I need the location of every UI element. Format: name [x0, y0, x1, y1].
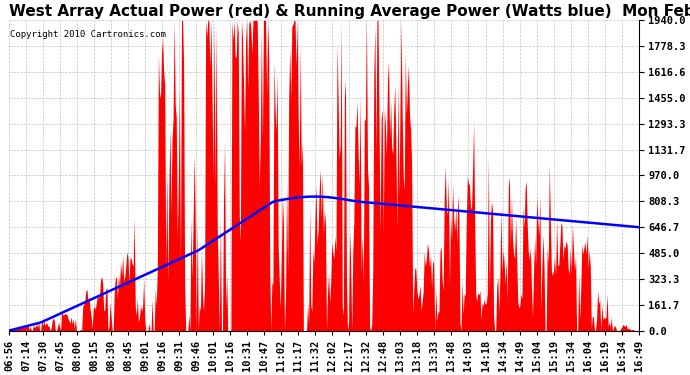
- Text: Copyright 2010 Cartronics.com: Copyright 2010 Cartronics.com: [10, 30, 166, 39]
- Text: West Array Actual Power (red) & Running Average Power (Watts blue)  Mon Feb 15 1: West Array Actual Power (red) & Running …: [9, 4, 690, 19]
